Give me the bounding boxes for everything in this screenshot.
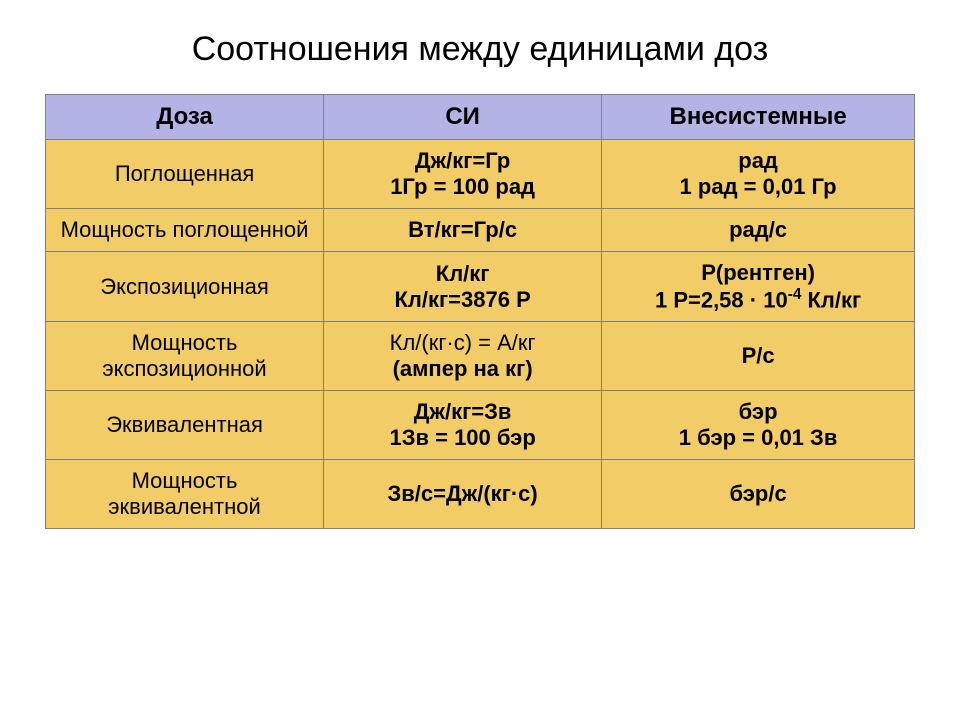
row-si: Кл/кгКл/кг=3876 Р: [324, 252, 602, 322]
table-header-row: Доза СИ Внесистемные: [46, 95, 915, 140]
row-si: Дж/кг=Зв1Зв = 100 бэр: [324, 391, 602, 460]
table-row: Мощность экспозиционнойКл/(кг·с) = А/кг(…: [46, 322, 915, 391]
row-si: Вт/кг=Гр/с: [324, 209, 602, 252]
row-label: Экспозиционная: [46, 252, 324, 322]
row-nonsystem: бэр/с: [602, 460, 915, 529]
col-nonsystem: Внесистемные: [602, 95, 915, 140]
table-row: Мощность эквивалентнойЗв/с=Дж/(кг·с)бэр/…: [46, 460, 915, 529]
slide-title: Соотношения между единицами доз: [45, 30, 915, 69]
row-nonsystem: рад/с: [602, 209, 915, 252]
table-row: ЭквивалентнаяДж/кг=Зв1Зв = 100 бэрбэр1 б…: [46, 391, 915, 460]
row-si: Зв/с=Дж/(кг·с): [324, 460, 602, 529]
col-dose: Доза: [46, 95, 324, 140]
row-si: Дж/кг=Гр1Гр = 100 рад: [324, 140, 602, 209]
row-label: Мощность поглощенной: [46, 209, 324, 252]
table-row: Мощность поглощеннойВт/кг=Гр/срад/с: [46, 209, 915, 252]
row-nonsystem: Р/с: [602, 322, 915, 391]
table-row: ПоглощеннаяДж/кг=Гр1Гр = 100 радрад1 рад…: [46, 140, 915, 209]
row-nonsystem: бэр1 бэр = 0,01 Зв: [602, 391, 915, 460]
dose-units-table: Доза СИ Внесистемные ПоглощеннаяДж/кг=Гр…: [45, 94, 915, 529]
row-label: Мощность экспозиционной: [46, 322, 324, 391]
col-si: СИ: [324, 95, 602, 140]
row-label: Поглощенная: [46, 140, 324, 209]
row-label: Эквивалентная: [46, 391, 324, 460]
row-nonsystem: Р(рентген)1 Р=2,58 · 10-4 Кл/кг: [602, 252, 915, 322]
table-row: ЭкспозиционнаяКл/кгКл/кг=3876 РР(рентген…: [46, 252, 915, 322]
row-si: Кл/(кг·с) = А/кг(ампер на кг): [324, 322, 602, 391]
row-nonsystem: рад1 рад = 0,01 Гр: [602, 140, 915, 209]
row-label: Мощность эквивалентной: [46, 460, 324, 529]
